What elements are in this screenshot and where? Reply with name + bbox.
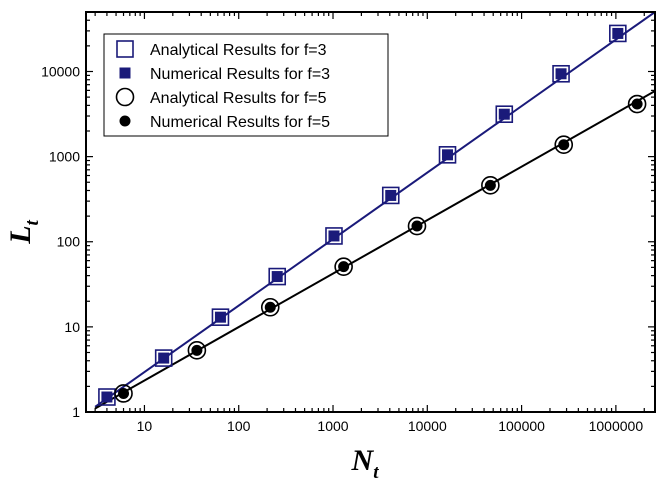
data-point-numerical-f5 (191, 344, 203, 356)
y-tick-label: 1 (72, 404, 80, 420)
data-point-numerical-f3 (271, 271, 283, 283)
x-axis-title-main: N (351, 444, 375, 477)
data-point-analytical-f5 (627, 94, 647, 114)
data-point-analytical-f3 (609, 24, 627, 43)
data-point-analytical-f3 (552, 64, 570, 83)
y-tick-label: 1000 (49, 149, 80, 165)
y-axis-title-subscript: t (22, 219, 43, 225)
data-point-numerical-f3 (214, 311, 226, 323)
data-point-analytical-f3 (211, 308, 230, 326)
data-point-numerical-f5 (338, 261, 350, 273)
data-point-numerical-f3 (498, 108, 510, 120)
y-tick-label: 100 (57, 234, 81, 250)
data-point-numerical-f5 (558, 139, 570, 151)
x-axis-title-subscript: t (373, 462, 379, 483)
x-tick-label: 100 (227, 418, 251, 434)
data-point-numerical-f3 (442, 149, 454, 161)
y-tick-label: 10 (64, 319, 80, 335)
data-point-analytical-f5 (187, 341, 207, 360)
legend-label-analytical-f5: Analytical Results for f=5 (150, 90, 327, 107)
data-point-analytical-f3 (438, 146, 457, 164)
data-point-numerical-f3 (158, 352, 170, 364)
series-numerical-f5 (118, 98, 643, 399)
data-point-numerical-f3 (612, 27, 624, 39)
series-analytical-f5 (114, 94, 647, 403)
axes: 10 100 1000 10000 100000 1000000 1 10 100 1000 100… (41, 11, 656, 434)
legend-label-numerical-f3: Numerical Results for f=3 (150, 66, 330, 83)
legend-box (103, 33, 389, 137)
data-point-numerical-f5 (631, 98, 643, 110)
data-point-numerical-f3 (555, 68, 567, 80)
x-tick-label: 100000 (498, 418, 545, 434)
legend-label-analytical-f3: Analytical Results for f=3 (150, 42, 327, 59)
data-point-numerical-f5 (484, 179, 496, 191)
legend-marker-numerical-f5 (119, 115, 131, 127)
data-point-numerical-f3 (385, 189, 397, 201)
data-point-analytical-f5 (114, 384, 133, 403)
legend-marker-analytical-f3 (116, 40, 134, 58)
x-tick-label: 1000000 (589, 418, 644, 434)
y-axis-title-main: L (4, 225, 37, 244)
legend-label-numerical-f5: Numerical Results for f=5 (150, 114, 330, 131)
data-point-analytical-f5 (260, 297, 280, 317)
data-point-numerical-f3 (101, 391, 113, 403)
x-tick-label: 1000 (317, 418, 348, 434)
data-point-analytical-f3 (495, 105, 514, 124)
y-axis-title: Lt (4, 219, 43, 244)
data-point-numerical-f5 (118, 387, 130, 399)
data-point-numerical-f3 (328, 230, 340, 242)
x-tick-label: 10 (137, 418, 153, 434)
plot-frame (85, 11, 656, 413)
data-point-analytical-f5 (554, 135, 574, 155)
series-numerical-f3 (101, 27, 624, 403)
legend-marker-numerical-f3 (119, 67, 131, 79)
x-axis-title: Nt (351, 444, 380, 483)
data-point-analytical-f5 (334, 257, 353, 276)
data-point-analytical-f3 (325, 227, 343, 245)
fit-line-f5 (94, 90, 655, 410)
data-point-analytical-f3 (381, 186, 400, 205)
legend: Analytical Results for f=3 Numerical Resu… (103, 33, 389, 137)
x-tick-label: 10000 (408, 418, 447, 434)
data-point-analytical-f3 (268, 267, 287, 286)
plot-area (94, 12, 655, 410)
legend-marker-analytical-f5 (115, 87, 135, 107)
y-tick-label: 10000 (41, 63, 80, 79)
data-point-numerical-f5 (411, 220, 423, 232)
data-point-analytical-f5 (481, 176, 500, 195)
series-analytical-f3 (98, 24, 627, 406)
data-point-numerical-f5 (264, 301, 276, 313)
data-point-analytical-f5 (407, 216, 427, 236)
data-point-analytical-f3 (154, 349, 173, 367)
